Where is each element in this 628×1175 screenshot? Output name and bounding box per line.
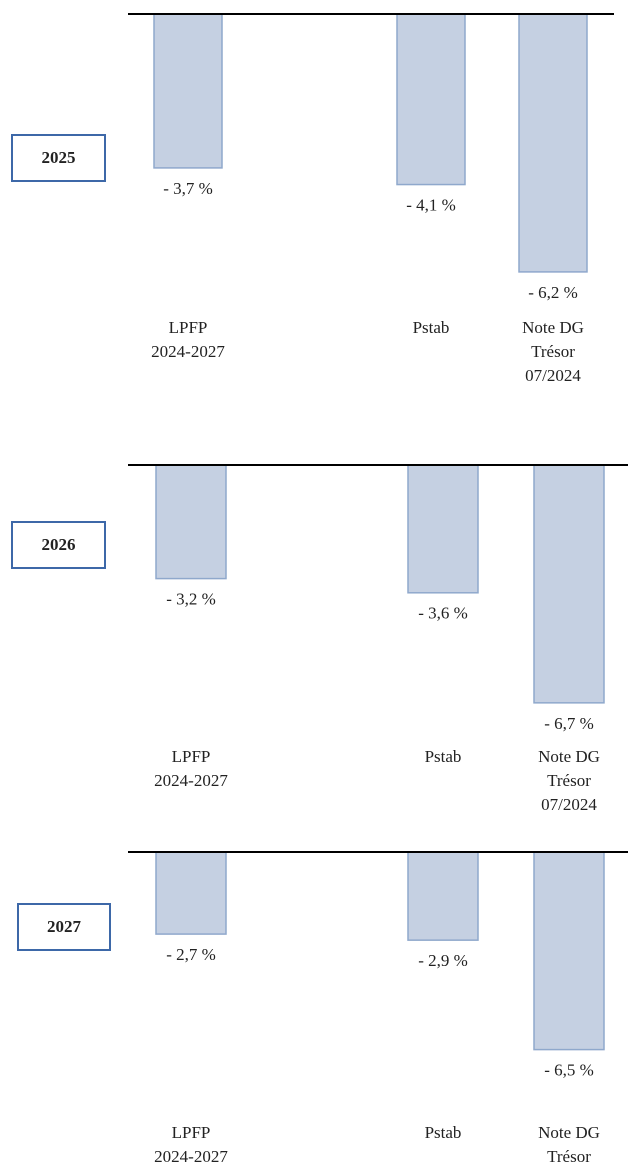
value-label: - 3,2 % (166, 590, 216, 609)
category-label: Pstab (412, 318, 450, 337)
value-label: - 2,7 % (166, 945, 216, 964)
category-label: Note DG Trésor 07/2024 (538, 747, 600, 814)
category-label: LPFP 2024-2027 (154, 1123, 228, 1166)
category-label: LPFP 2024-2027 (151, 318, 225, 361)
year-box (11, 134, 106, 182)
value-label: - 4,1 % (406, 195, 456, 214)
bar (518, 13, 588, 273)
chart-title: 2026 (42, 535, 76, 554)
category-label: LPFP 2024-2027 (154, 747, 228, 790)
category-label: Note DG Trésor 07/2024 (522, 318, 584, 385)
category-label: Note DG Trésor 07/2024 (538, 1123, 600, 1175)
bar (407, 851, 479, 941)
bar (155, 851, 227, 935)
value-label: - 6,7 % (544, 714, 594, 733)
bar (155, 464, 227, 580)
category-label: Pstab (424, 747, 462, 766)
value-label: - 6,5 % (544, 1061, 594, 1080)
bar (407, 464, 479, 594)
bar (396, 13, 466, 186)
chart-title: 2027 (47, 917, 82, 936)
year-box (11, 521, 106, 569)
chart-title: 2025 (42, 148, 76, 167)
bar (153, 13, 223, 169)
value-label: - 2,9 % (418, 951, 468, 970)
value-label: - 6,2 % (528, 283, 578, 302)
category-label: Pstab (424, 1123, 462, 1142)
year-box (17, 903, 111, 951)
value-label: - 3,7 % (163, 179, 213, 198)
bar (533, 851, 605, 1051)
bar (533, 464, 605, 704)
value-label: - 3,6 % (418, 604, 468, 623)
